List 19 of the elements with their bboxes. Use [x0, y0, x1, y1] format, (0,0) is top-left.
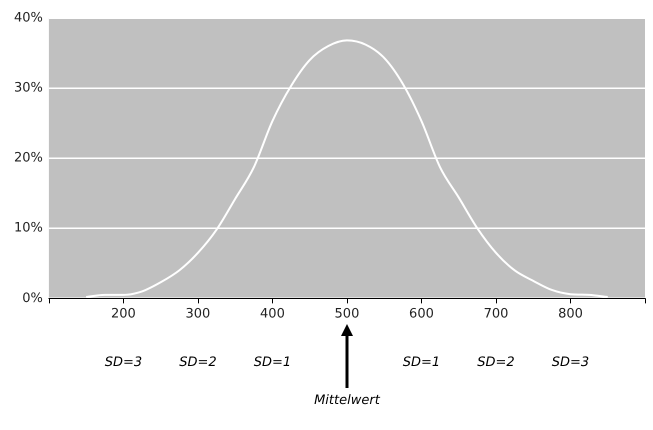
text: SD=3 — [104, 354, 142, 370]
x-tick-label: 600 — [409, 306, 434, 322]
text: SD=2 — [179, 354, 217, 370]
x-tick-label: 400 — [260, 306, 285, 322]
text: SD=1 — [402, 354, 440, 370]
text: SD=2 — [477, 354, 515, 370]
text: SD=1 — [254, 354, 292, 370]
x-tick-label: 200 — [110, 306, 136, 322]
y-tick-label: 20% — [14, 150, 43, 166]
x-tick-label: 300 — [186, 306, 210, 322]
y-tick-label: 30% — [14, 80, 43, 96]
text: SD=3 — [552, 354, 590, 370]
x-tick-label: 800 — [558, 306, 583, 322]
text: Mittelwert — [314, 392, 381, 408]
x-tick-label: 700 — [484, 306, 508, 322]
y-tick-label: 10% — [14, 220, 43, 236]
x-tick-label: 500 — [334, 306, 360, 322]
y-tick-label: 0% — [22, 290, 43, 306]
y-tick-label: 40% — [14, 10, 43, 26]
